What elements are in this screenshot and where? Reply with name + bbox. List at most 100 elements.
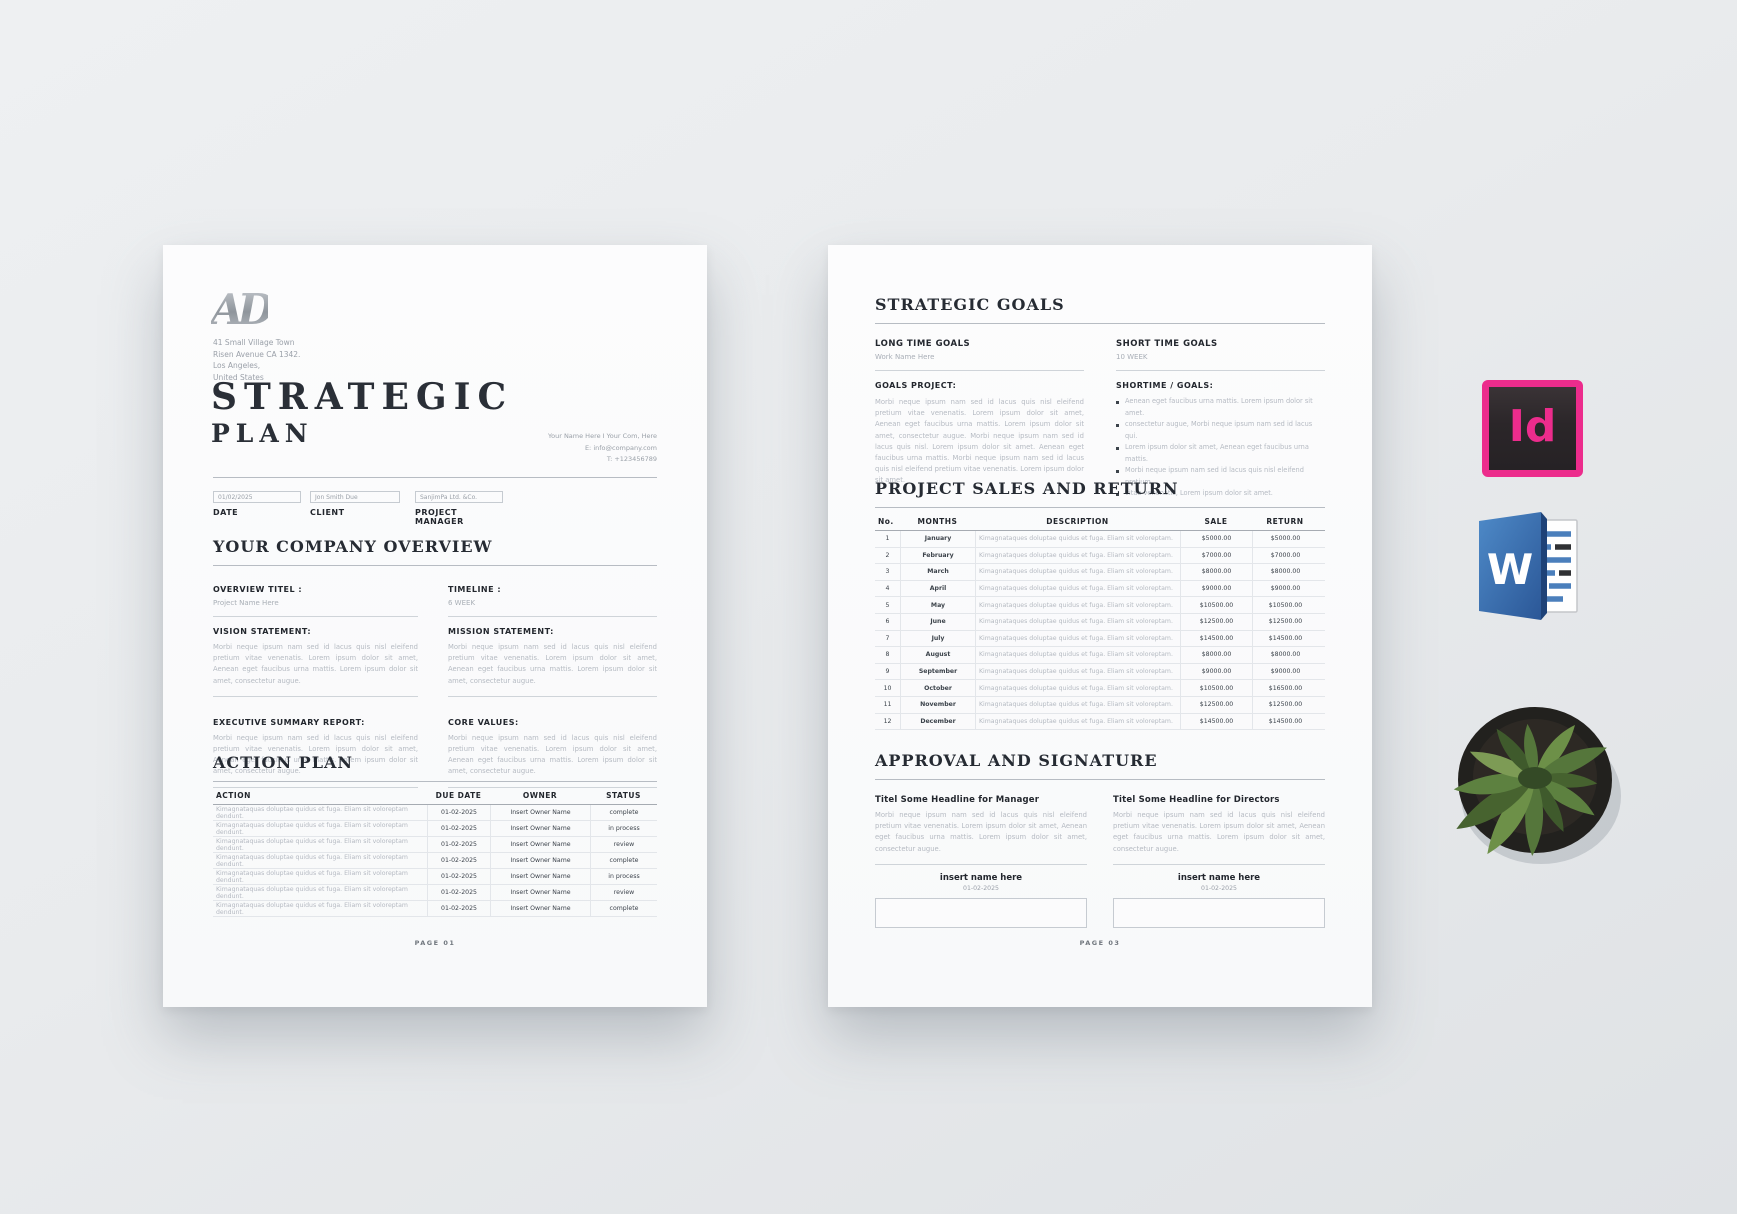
cell-no: 1 [885, 535, 890, 543]
cell-action: Kimagnataquas doluptae quidus et fuga. E… [216, 853, 408, 868]
cell-no: 7 [885, 634, 890, 642]
cell-status: review [590, 837, 657, 852]
cell-no: 12 [883, 717, 892, 725]
meta-field-input[interactable]: Jon Smith Due [310, 491, 400, 503]
contact-block: Your Name Here I Your Com, Here E: info@… [548, 431, 657, 466]
cell-description: Kimagnataques doluptae quidus et fuga. E… [975, 613, 1180, 630]
short-goal-item: consectetur augue, Morbi neque ipsum nam… [1116, 419, 1325, 442]
cell-due-date: 01-02-2025 [427, 821, 490, 836]
sales-heading: PROJECT SALES AND RETURN [875, 479, 1179, 498]
cell-owner: Insert Owner Name [490, 805, 590, 820]
word-panel-fold [1541, 512, 1547, 620]
strategic-goals-divider [875, 323, 1325, 324]
overview-block: CORE VALUES: Morbi neque ipsum nam sed i… [448, 710, 657, 788]
overview-block-text: Morbi neque ipsum nam sed id lacus quis … [213, 643, 418, 685]
overview-heading: YOUR COMPANY OVERVIEW [213, 537, 493, 556]
cell-sale: $10500.00 [1180, 597, 1252, 613]
address-line: 41 Small Village Town [213, 338, 295, 347]
cell-month: August [900, 647, 975, 663]
table-row: Kimagnataquas doluptae quidus et fuga. E… [213, 821, 657, 837]
short-goal-item: Morbi neque ipsum nam sed id lacus quis … [1116, 465, 1325, 488]
meta-field-input[interactable]: SanjimPa Ltd. &Co. [415, 491, 503, 503]
address-line: United States [213, 372, 264, 382]
signature-block-text: Morbi neque ipsum nam sed id lacus quis … [875, 811, 1087, 853]
overview-block-label: EXECUTIVE SUMMARY REPORT: [213, 717, 365, 727]
cell-month: April [900, 580, 975, 597]
col-header-months: MONTHS [917, 517, 958, 526]
cell-return: $8000.00 [1252, 647, 1318, 663]
short-goal-item: Aenean eget faucibus urna mattis. Lorem … [1116, 396, 1325, 419]
address-line: Risen Avenue CA 1342. [213, 349, 301, 359]
col-header-status: STATUS [606, 791, 641, 800]
cell-description: Kimagnataques doluptae quidus et fuga. E… [975, 696, 1180, 713]
goals-detail-row: GOALS PROJECT: Morbi neque ipsum nam sed… [875, 373, 1325, 500]
cell-due-date: 01-02-2025 [427, 837, 490, 852]
overview-item-value: Project Name Here [213, 599, 279, 607]
overview-item-label: OVERVIEW TITEL : [213, 585, 303, 594]
table-row: 5 May Kimagnataques doluptae quidus et f… [875, 597, 1325, 614]
plant-leaves [1449, 720, 1611, 860]
action-plan-table: ACTION DUE DATE OWNER STATUS Kimagnataqu… [213, 787, 657, 917]
short-goals-label: SHORTIME / GOALS: [1116, 381, 1214, 390]
table-row: 1 January Kimagnataques doluptae quidus … [875, 531, 1325, 548]
signature-block: Titel Some Headline for Manager Morbi ne… [875, 787, 1087, 928]
strategic-goals-heading: STRATEGIC GOALS [875, 295, 1065, 314]
cell-description: Kimagnataques doluptae quidus et fuga. E… [975, 531, 1180, 547]
cell-no: 3 [885, 568, 890, 576]
cell-sale: $7000.00 [1180, 547, 1252, 564]
overview-item-value: 6 WEEK [448, 599, 476, 607]
cell-return: $16500.00 [1252, 680, 1318, 696]
cell-no: 4 [885, 585, 890, 593]
word-panel [1479, 512, 1541, 620]
overview-item: OVERVIEW TITEL : Project Name Here [213, 577, 418, 617]
cell-owner: Insert Owner Name [490, 901, 590, 916]
short-time-goals-value: 10 WEEK [1116, 353, 1148, 361]
indesign-icon-label: Id [1508, 400, 1557, 452]
sales-body: 1 January Kimagnataques doluptae quidus … [875, 531, 1325, 731]
goals-summary-row: LONG TIME GOALS Work Name Here SHORT TIM… [875, 331, 1325, 371]
cell-description: Kimagnataques doluptae quidus et fuga. E… [975, 564, 1180, 580]
overview-block: MISSION STATEMENT: Morbi neque ipsum nam… [448, 619, 657, 697]
table-row: Kimagnataquas doluptae quidus et fuga. E… [213, 901, 657, 917]
cell-month: February [900, 547, 975, 564]
cell-no: 5 [885, 601, 890, 609]
overview-items: OVERVIEW TITEL : Project Name Here TIMEL… [213, 577, 657, 617]
overview-block-label: CORE VALUES: [448, 717, 519, 727]
cell-status: in process [590, 869, 657, 884]
sales-header-row: No. MONTHS DESCRIPTION SALE RETURN [875, 513, 1325, 531]
cell-return: $5000.00 [1252, 531, 1318, 547]
title-line-2: PLAN [211, 419, 314, 448]
cell-owner: Insert Owner Name [490, 869, 590, 884]
overview-blocks: VISION STATEMENT: Morbi neque ipsum nam … [213, 619, 657, 801]
cell-due-date: 01-02-2025 [427, 901, 490, 916]
cell-description: Kimagnataques doluptae quidus et fuga. E… [975, 547, 1180, 564]
cell-sale: $12500.00 [1180, 696, 1252, 713]
cell-owner: Insert Owner Name [490, 821, 590, 836]
table-row: 10 October Kimagnataques doluptae quidus… [875, 680, 1325, 697]
signature-block-title: Titel Some Headline for Manager [875, 795, 1040, 805]
table-row: 3 March Kimagnataques doluptae quidus et… [875, 564, 1325, 581]
signature-input-box[interactable] [1113, 897, 1325, 928]
signature-block-title: Titel Some Headline for Directors [1113, 795, 1280, 805]
overview-item-label: TIMELINE : [448, 585, 502, 594]
company-address: 41 Small Village Town Risen Avenue CA 134… [213, 337, 300, 384]
overview-block-label: VISION STATEMENT: [213, 627, 312, 636]
indesign-icon: Id [1482, 380, 1583, 477]
cell-owner: Insert Owner Name [490, 837, 590, 852]
cell-status: in process [590, 821, 657, 836]
overview-divider [213, 565, 657, 566]
cell-description: Kimagnataques doluptae quidus et fuga. E… [975, 630, 1180, 647]
long-time-goals-label: LONG TIME GOALS [875, 339, 971, 349]
cell-month: January [900, 531, 975, 547]
company-logo: AD [211, 285, 274, 334]
table-row: 12 December Kimagnataques doluptae quidu… [875, 713, 1325, 731]
meta-field-input[interactable]: 01/02/2025 [213, 491, 301, 503]
cell-return: $7000.00 [1252, 547, 1318, 564]
cell-sale: $14500.00 [1180, 713, 1252, 730]
short-goals-list: Aenean eget faucibus urna mattis. Lorem … [1116, 396, 1325, 500]
short-goal-item: vitae venenatis, Lorem ipsum dolor sit a… [1116, 488, 1325, 500]
col-header-action: ACTION [216, 791, 251, 800]
signature-input-box[interactable] [875, 897, 1087, 928]
overview-block-text: Morbi neque ipsum nam sed id lacus quis … [448, 733, 657, 776]
meta-field-label: CLIENT [310, 508, 345, 517]
